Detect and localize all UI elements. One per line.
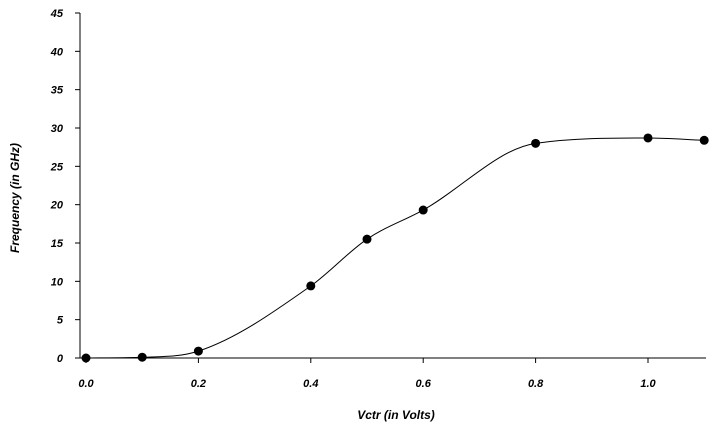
x-axis-ticks: 0.0 0.2 0.4 0.6 0.8 1.0 [78, 358, 657, 390]
y-tick-label: 40 [50, 46, 64, 58]
data-point [643, 133, 653, 143]
data-point [362, 234, 372, 244]
data-point [531, 138, 541, 148]
y-tick-label: 20 [50, 200, 64, 212]
x-tick-label: 0.2 [191, 378, 206, 390]
x-tick-label: 0.8 [528, 378, 544, 390]
data-point [699, 135, 709, 145]
y-tick-label: 10 [51, 276, 64, 288]
x-tick-label: 0.4 [303, 378, 318, 390]
data-point [81, 353, 91, 363]
data-point [193, 346, 203, 356]
x-tick-label: 0.0 [78, 378, 94, 390]
y-tick-label: 15 [51, 238, 64, 250]
y-tick-label: 45 [50, 8, 64, 20]
y-tick-label: 30 [51, 123, 64, 135]
y-tick-label: 35 [51, 85, 64, 97]
data-point [306, 281, 316, 291]
x-axis-title: Vctr (in Volts) [357, 408, 435, 422]
axes [79, 13, 706, 359]
y-tick-label: 0 [57, 353, 64, 365]
data-point [137, 352, 147, 362]
series-line [85, 137, 705, 359]
x-tick-label: 1.0 [640, 378, 656, 390]
series-points [81, 133, 709, 363]
data-point [418, 205, 428, 215]
y-axis-title: Frequency (in GHz) [8, 143, 22, 253]
y-tick-label: 5 [57, 315, 64, 327]
y-tick-label: 25 [50, 161, 64, 173]
y-axis-ticks: 0 5 10 15 20 25 30 35 40 45 [50, 8, 80, 365]
x-tick-label: 0.6 [416, 378, 432, 390]
